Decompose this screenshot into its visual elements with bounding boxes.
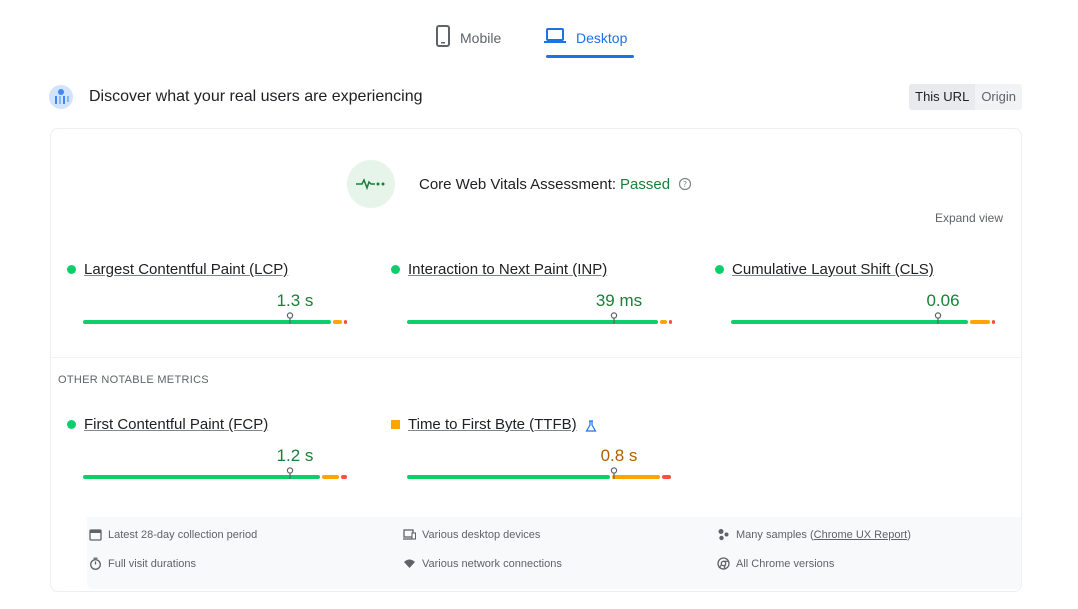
tab-active-indicator bbox=[546, 55, 634, 58]
visit-durations-item: Full visit durations bbox=[89, 557, 196, 570]
poor-segment bbox=[343, 320, 347, 324]
metric-cls-head: Cumulative Layout Shift (CLS) bbox=[715, 261, 934, 278]
percentile-marker-icon bbox=[287, 467, 294, 479]
metric-fcp-value: 1.2 s bbox=[276, 446, 314, 465]
good-status-dot bbox=[67, 420, 76, 429]
chrome-icon bbox=[717, 557, 730, 570]
url-origin-toggle: This URL Origin bbox=[909, 84, 1022, 110]
good-status-dot bbox=[715, 265, 724, 274]
devices-item: Various desktop devices bbox=[403, 528, 540, 541]
metric-lcp-value: 1.3 s bbox=[276, 291, 314, 310]
percentile-marker-icon bbox=[611, 467, 618, 479]
tab-desktop[interactable]: Desktop bbox=[544, 18, 640, 58]
metric-fcp-name[interactable]: First Contentful Paint (FCP) bbox=[84, 416, 269, 433]
visit-durations-text: Full visit durations bbox=[108, 557, 197, 570]
needs-improvement-segment bbox=[659, 320, 667, 324]
cwv-assessment-label: Core Web Vitals Assessment: Passed bbox=[419, 176, 670, 193]
metric-ttfb-bar bbox=[407, 467, 673, 479]
assessment-label: Core Web Vitals Assessment: bbox=[419, 175, 617, 193]
poor-segment bbox=[341, 475, 347, 479]
metric-ttfb-value: 0.8 s bbox=[600, 446, 638, 465]
svg-text:?: ? bbox=[683, 180, 687, 189]
metric-lcp-name[interactable]: Largest Contentful Paint (LCP) bbox=[84, 261, 289, 278]
metric-cls-name[interactable]: Cumulative Layout Shift (CLS) bbox=[732, 261, 934, 278]
poor-segment bbox=[662, 475, 671, 479]
collection-period-text: Latest 28-day collection period bbox=[108, 528, 258, 541]
tab-mobile[interactable]: Mobile bbox=[436, 18, 524, 58]
other-metrics-title: OTHER NOTABLE METRICS bbox=[58, 374, 209, 386]
poor-segment bbox=[991, 320, 995, 324]
calendar-icon bbox=[89, 529, 102, 541]
samples-prefix: Many samples ( bbox=[736, 528, 814, 541]
metric-lcp: Largest Contentful Paint (LCP) 1.3 s bbox=[67, 261, 349, 331]
metric-lcp-head: Largest Contentful Paint (LCP) bbox=[67, 261, 288, 278]
metric-ttfb-name[interactable]: Time to First Byte (TTFB) bbox=[408, 416, 577, 433]
cwv-assessment: Core Web Vitals Assessment: Passed ? bbox=[347, 159, 692, 209]
network-item: Various network connections bbox=[403, 557, 562, 570]
chrome-versions-item: All Chrome versions bbox=[717, 557, 834, 570]
section-divider bbox=[51, 357, 1021, 358]
metric-cls-bar bbox=[731, 312, 997, 324]
field-data-title: Discover what your real users are experi… bbox=[89, 88, 423, 105]
crux-users-icon bbox=[48, 84, 74, 110]
good-status-dot bbox=[67, 265, 76, 274]
this-url-button[interactable]: This URL bbox=[909, 84, 976, 110]
metric-inp-value: 39 ms bbox=[595, 291, 643, 310]
phone-icon bbox=[436, 24, 450, 52]
metric-inp-head: Interaction to Next Paint (INP) bbox=[391, 261, 607, 278]
collection-info-footer: Latest 28-day collection period Full vis… bbox=[87, 517, 1021, 589]
chrome-versions-text: All Chrome versions bbox=[736, 557, 835, 570]
samples-icon bbox=[718, 529, 729, 541]
metric-fcp: First Contentful Paint (FCP) 1.2 s bbox=[67, 416, 349, 486]
devices-icon bbox=[403, 529, 416, 540]
metric-inp: Interaction to Next Paint (INP) 39 ms bbox=[391, 261, 673, 331]
experimental-flask-icon bbox=[585, 419, 597, 432]
chrome-ux-report-link[interactable]: Chrome UX Report bbox=[813, 528, 908, 541]
timer-icon bbox=[90, 557, 101, 570]
needs-improvement-square bbox=[391, 420, 400, 429]
good-segment bbox=[407, 475, 610, 479]
assessment-status: Passed bbox=[620, 175, 671, 193]
tab-mobile-label: Mobile bbox=[460, 30, 502, 46]
samples-suffix: ) bbox=[907, 528, 911, 541]
collection-period-item: Latest 28-day collection period bbox=[89, 528, 257, 541]
good-segment bbox=[731, 320, 969, 324]
needs-improvement-segment bbox=[322, 475, 339, 479]
expand-view-link[interactable]: Expand view bbox=[934, 211, 1003, 225]
metric-cls: Cumulative Layout Shift (CLS) 0.06 bbox=[715, 261, 997, 331]
metric-inp-bar bbox=[407, 312, 673, 324]
core-web-vitals-card: Core Web Vitals Assessment: Passed ? Expa… bbox=[50, 128, 1022, 592]
samples-item: Many samples (Chrome UX Report) bbox=[717, 528, 911, 541]
percentile-marker-icon bbox=[287, 312, 294, 324]
needs-improvement-segment bbox=[970, 320, 990, 324]
wifi-icon bbox=[404, 559, 415, 568]
poor-segment bbox=[669, 320, 672, 324]
metric-ttfb-head: Time to First Byte (TTFB) bbox=[391, 416, 597, 433]
good-segment bbox=[407, 320, 658, 324]
device-tabs: Mobile Desktop bbox=[0, 18, 1078, 60]
percentile-marker-icon bbox=[935, 312, 942, 324]
laptop-icon bbox=[544, 27, 566, 49]
metric-cls-value: 0.06 bbox=[926, 291, 960, 310]
percentile-marker-icon bbox=[611, 312, 618, 324]
field-data-header: Discover what your real users are experi… bbox=[48, 82, 1022, 114]
good-status-dot bbox=[391, 265, 400, 274]
metric-fcp-bar bbox=[83, 467, 349, 479]
network-text: Various network connections bbox=[422, 557, 562, 570]
good-segment bbox=[83, 320, 332, 324]
metric-lcp-bar bbox=[83, 312, 349, 324]
help-icon[interactable]: ? bbox=[678, 177, 692, 191]
tab-desktop-label: Desktop bbox=[576, 30, 628, 46]
origin-button[interactable]: Origin bbox=[981, 89, 1016, 104]
devices-text: Various desktop devices bbox=[422, 528, 541, 541]
vitals-pulse-icon bbox=[347, 160, 395, 208]
metric-inp-name[interactable]: Interaction to Next Paint (INP) bbox=[408, 261, 608, 278]
needs-improvement-segment bbox=[611, 475, 661, 479]
good-segment bbox=[83, 475, 321, 479]
needs-improvement-segment bbox=[333, 320, 342, 324]
metric-ttfb: Time to First Byte (TTFB) 0.8 s bbox=[391, 416, 673, 486]
metric-fcp-head: First Contentful Paint (FCP) bbox=[67, 416, 268, 433]
